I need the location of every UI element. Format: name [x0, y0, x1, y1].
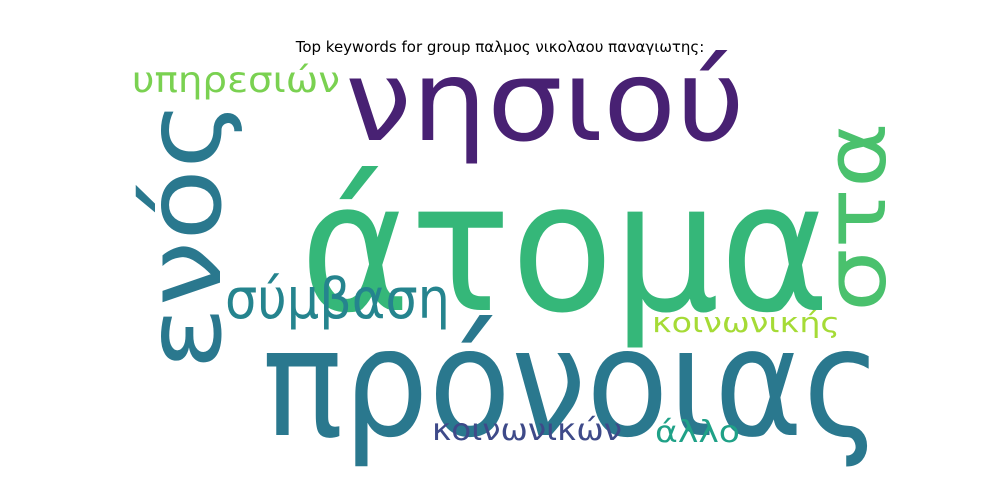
word-atoma: άτομα	[300, 144, 830, 353]
word-koinonikis: κοινωνικής	[652, 306, 840, 339]
word-allo: άλλο	[655, 415, 740, 450]
word-nisiou: νησιού	[345, 37, 745, 167]
word-enos: ενός	[123, 100, 245, 370]
word-pronoias: πρόνοιας	[262, 297, 882, 471]
word-ypiresion: υπηρεσιών	[132, 60, 340, 101]
chart-title: Top keywords for group παλμος νικολαου π…	[295, 38, 705, 56]
word-symvasi: σύμβαση	[225, 267, 450, 332]
word-sta: στα	[807, 122, 906, 312]
word-koinonikon: κοινωνικών	[432, 413, 622, 448]
